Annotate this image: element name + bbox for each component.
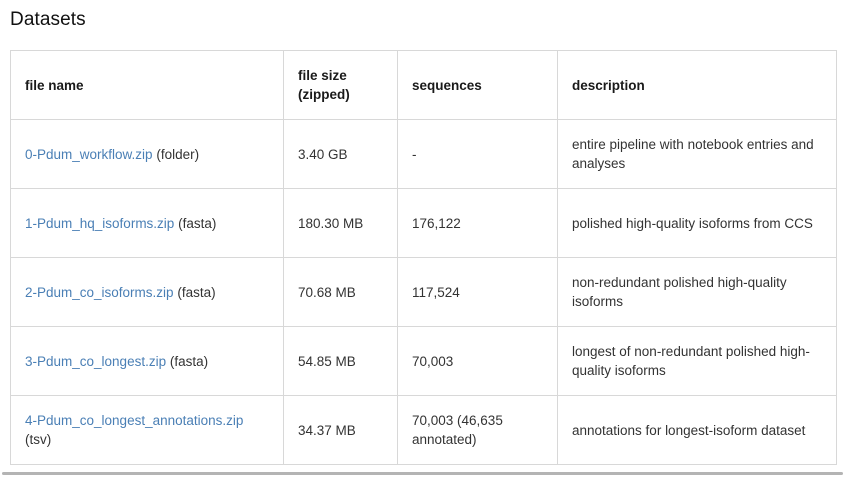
cell-file-size: 3.40 GB [283,119,398,189]
column-header-file-name: file name [10,50,284,120]
cell-sequences: 176,122 [397,188,558,258]
page: Datasets file name file size (zipped) se… [0,9,845,482]
column-header-file-size: file size (zipped) [283,50,398,120]
cell-file-size: 34.37 MB [283,395,398,465]
table-row: 4-Pdum_co_longest_annotations.zip (tsv) … [10,395,837,465]
file-link[interactable]: 4-Pdum_co_longest_annotations.zip [25,413,244,428]
cell-description: annotations for longest-isoform dataset [557,395,837,465]
file-type-suffix: (fasta) [178,215,217,231]
file-link[interactable]: 3-Pdum_co_longest.zip [25,353,167,369]
page-title: Datasets [10,9,86,30]
cell-description: entire pipeline with notebook entries an… [557,119,837,189]
file-link[interactable]: 2-Pdum_co_isoforms.zip [25,284,174,300]
cell-sequences: 70,003 (46,635 annotated) [397,395,558,465]
cell-sequences: - [397,119,558,189]
cell-sequences: 70,003 [397,326,558,396]
file-link[interactable]: 1-Pdum_hq_isoforms.zip [25,215,175,231]
file-type-suffix: (tsv) [25,432,52,447]
column-header-description: description [557,50,837,120]
table-row: 2-Pdum_co_isoforms.zip (fasta) 70.68 MB … [10,257,837,327]
datasets-table: file name file size (zipped) sequences d… [10,50,837,465]
column-header-sequences: sequences [397,50,558,120]
cell-file-size: 180.30 MB [283,188,398,258]
cell-description: longest of non-redundant polished high-q… [557,326,837,396]
table-row: 1-Pdum_hq_isoforms.zip (fasta) 180.30 MB… [10,188,837,258]
cell-file-name: 1-Pdum_hq_isoforms.zip (fasta) [10,188,284,258]
table-row: 0-Pdum_workflow.zip (folder) 3.40 GB - e… [10,119,837,189]
cell-description: non-redundant polished high-quality isof… [557,257,837,327]
cell-file-size: 54.85 MB [283,326,398,396]
cell-file-name: 4-Pdum_co_longest_annotations.zip (tsv) [10,395,284,465]
cell-file-name: 0-Pdum_workflow.zip (folder) [10,119,284,189]
cell-file-size: 70.68 MB [283,257,398,327]
file-type-suffix: (fasta) [177,284,216,300]
cell-file-name: 2-Pdum_co_isoforms.zip (fasta) [10,257,284,327]
file-type-suffix: (folder) [156,146,200,162]
table-header: file name file size (zipped) sequences d… [10,50,837,120]
cell-description: polished high-quality isoforms from CCS [557,188,837,258]
header-row: file name file size (zipped) sequences d… [10,50,837,120]
table-row: 3-Pdum_co_longest.zip (fasta) 54.85 MB 7… [10,326,837,396]
cell-file-name: 3-Pdum_co_longest.zip (fasta) [10,326,284,396]
table-body: 0-Pdum_workflow.zip (folder) 3.40 GB - e… [10,119,837,465]
cell-sequences: 117,524 [397,257,558,327]
horizontal-scrollbar[interactable] [2,472,843,475]
file-type-suffix: (fasta) [169,353,209,369]
file-link[interactable]: 0-Pdum_workflow.zip [25,146,153,162]
